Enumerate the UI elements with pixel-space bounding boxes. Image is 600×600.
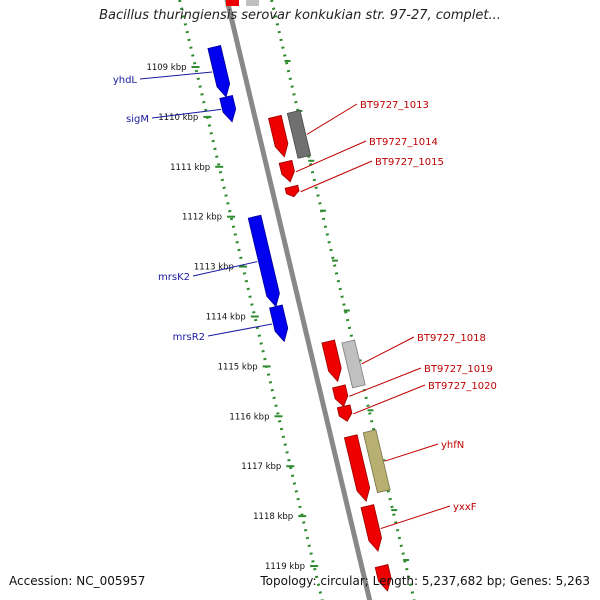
gene-arrow	[278, 159, 295, 183]
gene-label-leader	[192, 261, 258, 277]
right-track-line	[270, 0, 416, 600]
gene-arrow	[341, 339, 366, 389]
scale-tick-label: 1116 kbp	[229, 412, 269, 422]
gene-label-leader	[380, 505, 451, 530]
scale-tick-label: 1114 kbp	[206, 313, 246, 323]
scale-tick-label: 1115 kbp	[218, 362, 258, 372]
gene-label-leader	[306, 103, 358, 135]
gene-arrow	[247, 214, 280, 308]
scale-tick-label: 1110 kbp	[158, 113, 198, 123]
gene-arrow	[332, 384, 349, 407]
gene-arrow	[219, 94, 237, 123]
scale-line	[178, 0, 324, 600]
gene-label: BT9727_1015	[375, 157, 444, 168]
gene-label: BT9727_1018	[417, 333, 486, 344]
gene-label: yhfN	[441, 440, 464, 451]
gene-label: yxxF	[453, 502, 477, 513]
gene-label-leader	[361, 336, 415, 365]
gene-label-leader	[139, 71, 213, 80]
scale-tick-label: 1118 kbp	[253, 512, 293, 522]
gene-label: mrsR2	[173, 332, 205, 343]
accession-label: Accession: NC_005957	[9, 574, 146, 588]
gene-label-leader	[151, 108, 222, 119]
gene-arrow	[360, 504, 382, 552]
gene-label: BT9727_1013	[360, 100, 429, 111]
gene-arrow-top	[246, 0, 259, 6]
gene-label-leader	[295, 140, 367, 173]
scale-tick-label: 1117 kbp	[241, 462, 281, 472]
gene-arrow	[343, 434, 371, 502]
gene-label-leader	[207, 323, 273, 337]
gene-label-leader	[349, 367, 422, 397]
backbone-line	[224, 0, 373, 600]
gene-label: BT9727_1014	[369, 137, 438, 148]
gene-label: BT9727_1020	[428, 381, 497, 392]
gene-arrow	[321, 339, 342, 383]
genome-summary: Topology: circular; Length: 5,237,682 bp…	[260, 574, 590, 588]
gene-arrow	[374, 564, 392, 592]
gene-arrow	[268, 114, 289, 158]
gene-arrow	[207, 45, 231, 98]
scale-tick-label: 1119 kbp	[265, 562, 305, 572]
gene-label-leader	[384, 443, 439, 462]
gene-arrow	[362, 429, 391, 494]
gene-arrow	[336, 404, 353, 422]
gene-arrow	[284, 184, 300, 198]
gene-label: sigM	[126, 114, 149, 125]
gene-arrow	[269, 304, 289, 343]
gene-arrow	[286, 109, 312, 159]
gene-label: BT9727_1019	[424, 364, 493, 375]
scale-tick-label: 1111 kbp	[170, 163, 210, 173]
scale-tick-label: 1109 kbp	[146, 63, 186, 73]
gene-label-leader	[353, 384, 426, 415]
gene-label: yhdL	[113, 75, 138, 86]
gene-arrow-top	[226, 0, 239, 6]
gene-label-leader	[300, 160, 373, 193]
gene-label: mrsK2	[158, 272, 190, 283]
scale-tick-label: 1112 kbp	[182, 213, 222, 223]
map-title: Bacillus thuringiensis serovar konkukian…	[99, 8, 501, 23]
scale-tick-label: 1113 kbp	[194, 263, 234, 273]
